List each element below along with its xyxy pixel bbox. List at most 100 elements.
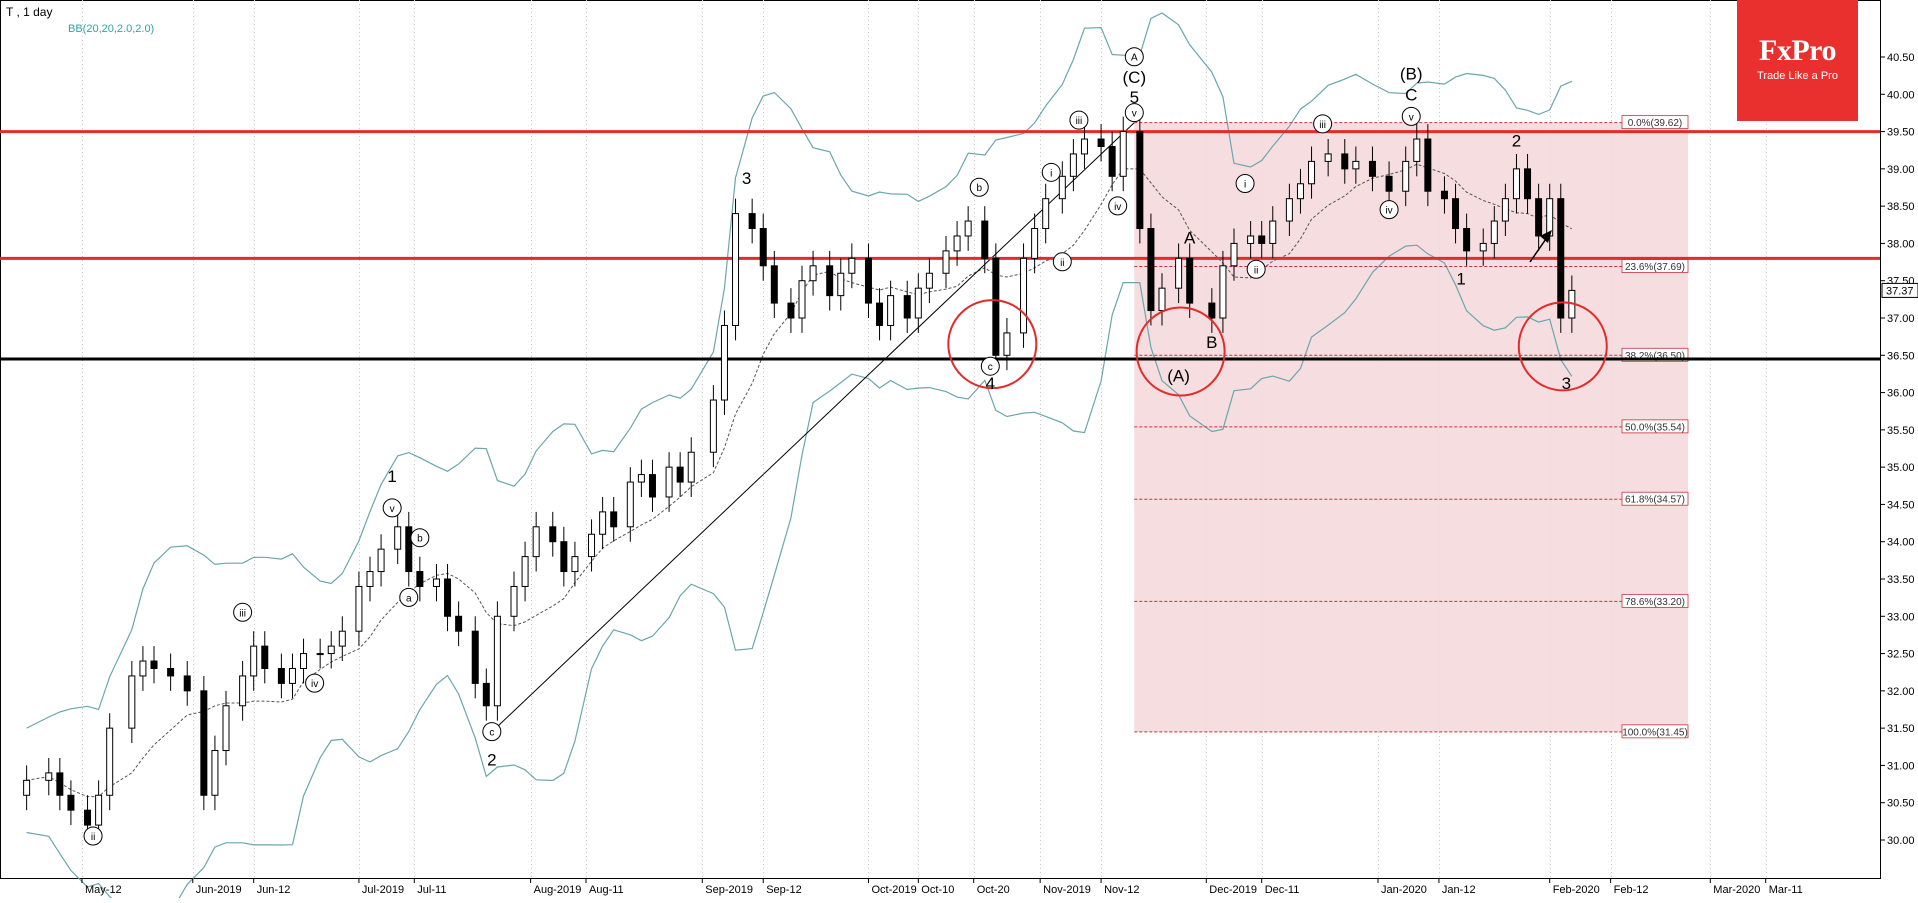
- wave-label: A: [1131, 53, 1138, 64]
- wave-label: iv: [311, 679, 318, 690]
- candle: [67, 794, 75, 811]
- candle: [687, 451, 695, 483]
- y-tick-label: 37.00: [1887, 313, 1915, 325]
- candle: [1501, 198, 1509, 222]
- x-tick-label: Sep-12: [766, 884, 801, 896]
- wave-label: v: [1409, 112, 1414, 123]
- x-tick-label: Oct-2019: [871, 884, 916, 896]
- candle: [637, 474, 645, 483]
- wave-label-ring: [1124, 47, 1144, 67]
- candle: [1003, 332, 1011, 356]
- candle: [1069, 153, 1077, 177]
- candle: [1490, 220, 1498, 244]
- wave-label: iii: [1319, 120, 1326, 131]
- wave-label-ring: [1379, 200, 1399, 220]
- candle: [1175, 257, 1183, 289]
- candles: [23, 116, 1576, 840]
- wave-label-ring: [1052, 252, 1072, 272]
- fib-label-box: [1621, 724, 1689, 739]
- candle: [732, 213, 740, 326]
- brand-logo: FxPro Trade Like a Pro: [1737, 0, 1858, 121]
- wave-label: iv: [1114, 202, 1121, 213]
- candle: [1269, 220, 1277, 244]
- last-price-box: [1881, 282, 1918, 298]
- y-tick-label: 31.50: [1887, 723, 1915, 735]
- candle: [106, 727, 114, 796]
- candle: [200, 690, 208, 796]
- candle: [250, 645, 258, 677]
- candle: [665, 466, 673, 498]
- candle: [355, 585, 363, 632]
- candle: [1186, 257, 1194, 304]
- fib-label: 0.0%(39.62): [1628, 118, 1682, 129]
- fib-label-box: [1621, 115, 1689, 130]
- candle: [1296, 183, 1304, 200]
- candle: [316, 653, 324, 656]
- y-tick-label: 30.50: [1887, 798, 1915, 810]
- y-tick-label: 35.50: [1887, 425, 1915, 437]
- x-tick-label: Nov-2019: [1043, 884, 1091, 896]
- wave-label: ii: [1060, 258, 1064, 269]
- fib-label: 100.0%(31.45): [1622, 727, 1688, 738]
- wave-label: 3: [1562, 374, 1571, 393]
- wave-label-ring: [233, 602, 253, 622]
- candle: [239, 675, 247, 707]
- candle: [405, 526, 413, 573]
- x-tick-label: Jul-2019: [362, 884, 404, 896]
- candle: [56, 772, 64, 796]
- candle: [95, 794, 103, 826]
- candle: [300, 653, 308, 669]
- x-tick-label: Mar-2020: [1713, 884, 1760, 896]
- fib-label: 50.0%(35.54): [1625, 422, 1685, 433]
- x-tick-label: Nov-12: [1104, 884, 1139, 896]
- x-tick-label: Jun-2019: [196, 884, 242, 896]
- candle: [1341, 153, 1349, 170]
- fib-label: 38.2%(36.50): [1625, 351, 1685, 362]
- candle: [1031, 228, 1039, 259]
- y-tick-label: 34.00: [1887, 537, 1915, 549]
- candle: [887, 295, 895, 326]
- candle: [455, 615, 463, 632]
- wave-label: b: [976, 183, 982, 194]
- candle: [261, 645, 269, 669]
- y-tick-label: 39.00: [1887, 164, 1915, 176]
- y-tick-label: 32.50: [1887, 649, 1915, 661]
- wave-label: 3: [742, 169, 751, 188]
- wave-label-ring: [410, 528, 430, 548]
- wave-label: 5: [1130, 88, 1139, 107]
- candle: [981, 220, 989, 259]
- wave-label: i: [1244, 180, 1246, 191]
- wave-label-ring: [399, 587, 419, 607]
- wave-label-ring: [1124, 103, 1144, 123]
- candle: [150, 660, 158, 669]
- candle: [599, 511, 607, 535]
- candle: [128, 675, 136, 729]
- candle: [1535, 198, 1543, 237]
- x-tick-label: Aug-2019: [534, 884, 582, 896]
- y-tick-label: 33.50: [1887, 574, 1915, 586]
- bollinger-upper: [26, 12, 1573, 729]
- y-tick-label: 32.00: [1887, 686, 1915, 698]
- candle: [521, 556, 529, 587]
- candle: [167, 667, 175, 677]
- x-axis: May-12 Jun-2019 Jun-12 Jul-2019 Jul-11 Aug-20…: [81, 878, 1803, 896]
- candle: [1147, 228, 1155, 312]
- candle: [1080, 138, 1088, 155]
- candle: [876, 302, 884, 326]
- wave-label: 2: [1512, 131, 1521, 150]
- wave-label: c: [489, 728, 494, 739]
- fib-label: 23.6%(37.69): [1625, 262, 1685, 273]
- x-tick-label: Jun-12: [257, 884, 291, 896]
- candle: [23, 779, 31, 796]
- candle: [366, 571, 374, 587]
- y-tick-label: 34.50: [1887, 499, 1915, 511]
- wave-label-ring: [1313, 114, 1333, 134]
- candle: [992, 257, 1000, 356]
- candle: [84, 809, 92, 826]
- candle: [1413, 138, 1421, 162]
- candle: [1463, 228, 1471, 252]
- projection-arrow-head: [1540, 230, 1552, 243]
- candle: [1020, 257, 1028, 334]
- fib-label: 78.6%(33.20): [1625, 597, 1685, 608]
- candle: [1258, 235, 1266, 244]
